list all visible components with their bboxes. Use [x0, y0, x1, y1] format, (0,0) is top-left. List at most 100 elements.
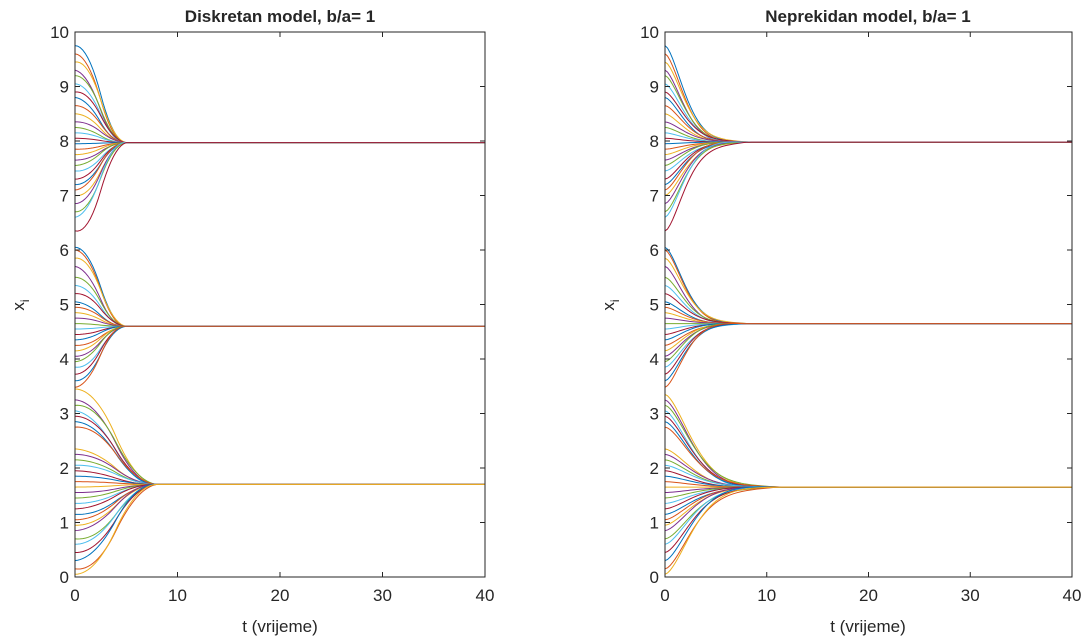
series-line — [74, 142, 485, 191]
series-line — [664, 91, 1072, 143]
y-tick-label: 3 — [60, 405, 69, 424]
series-line — [74, 142, 485, 156]
x-tick-label: 0 — [70, 586, 79, 605]
y-axis-label: xi — [599, 299, 622, 310]
series-line — [74, 142, 485, 186]
y-tick-label: 1 — [650, 514, 659, 533]
series-line — [664, 399, 1072, 488]
series-line — [664, 415, 1072, 488]
series-line — [74, 325, 485, 363]
x-tick-label: 20 — [859, 586, 878, 605]
series-line — [74, 142, 485, 167]
series-line — [74, 142, 485, 232]
series-line — [74, 69, 485, 144]
series-line — [664, 393, 1072, 488]
y-tick-label: 9 — [60, 78, 69, 97]
y-axis-label-main: x — [599, 302, 618, 311]
x-tick-label: 10 — [757, 586, 776, 605]
series-line — [664, 246, 1072, 325]
y-tick-label: 0 — [650, 568, 659, 587]
y-tick-label: 8 — [60, 132, 69, 151]
y-axis-label: xi — [9, 299, 32, 310]
series-line — [74, 325, 485, 368]
series-line — [74, 483, 485, 575]
series-line — [664, 96, 1072, 143]
series-line — [664, 53, 1072, 143]
y-tick-label: 3 — [650, 405, 659, 424]
series-line — [664, 323, 1072, 368]
y-tick-label: 7 — [650, 187, 659, 206]
series-line — [664, 141, 1072, 161]
x-tick-label: 0 — [660, 586, 669, 605]
series-line — [74, 257, 485, 327]
series-line — [664, 141, 1072, 191]
series-line — [664, 141, 1072, 205]
series-line — [664, 410, 1072, 489]
series-line — [74, 246, 485, 327]
series-line — [664, 141, 1072, 213]
series-line — [664, 45, 1072, 143]
series-line — [664, 323, 1072, 346]
series-line — [664, 486, 1072, 575]
series-layer — [74, 45, 485, 575]
series-line — [74, 132, 485, 144]
series-line — [74, 312, 485, 327]
series-line — [664, 486, 1072, 570]
x-axis-label: t (vrijeme) — [242, 617, 318, 636]
y-tick-label: 4 — [650, 350, 659, 369]
series-line — [74, 483, 485, 570]
series-line — [74, 325, 485, 388]
y-axis-label-subscript: i — [608, 299, 622, 302]
series-line — [664, 323, 1072, 341]
series-line — [74, 142, 485, 197]
series-line — [74, 325, 485, 375]
series-line — [74, 483, 485, 510]
series-line — [74, 142, 485, 180]
x-tick-label: 40 — [476, 586, 495, 605]
series-line — [664, 322, 1072, 388]
chart-title: Neprekidan model, b/a= 1 — [765, 7, 971, 26]
series-line — [74, 404, 485, 485]
series-line — [74, 325, 485, 357]
x-tick-label: 10 — [168, 586, 187, 605]
series-line — [664, 61, 1072, 143]
series-line — [664, 83, 1072, 143]
series-line — [664, 404, 1072, 488]
series-line — [74, 453, 485, 485]
series-line — [664, 276, 1072, 325]
series-line — [74, 142, 485, 161]
series-line — [74, 142, 485, 213]
y-tick-label: 5 — [650, 296, 659, 315]
y-tick-label: 2 — [650, 459, 659, 478]
series-line — [74, 301, 485, 327]
series-line — [74, 75, 485, 144]
series-line — [664, 141, 1072, 196]
series-line — [74, 325, 485, 352]
series-line — [664, 293, 1072, 325]
series-line — [664, 141, 1072, 180]
y-tick-label: 10 — [50, 23, 69, 42]
series-line — [74, 53, 485, 144]
series-line — [664, 284, 1072, 325]
series-line — [74, 142, 485, 172]
series-line — [74, 105, 485, 144]
y-tick-label: 5 — [60, 296, 69, 315]
series-line — [74, 96, 485, 144]
y-tick-label: 6 — [60, 241, 69, 260]
chart-panel-discrete: Diskretan model, b/a= 1 0 10 20 30 40 0 1 2 3 4 5 6… — [9, 7, 494, 636]
x-tick-label: 40 — [1063, 586, 1082, 605]
series-line — [664, 105, 1072, 143]
x-tick-label: 20 — [271, 586, 290, 605]
series-line — [74, 113, 485, 144]
series-line — [664, 323, 1072, 357]
ticks-layer: 0 10 20 30 40 0 1 2 3 4 5 6 7 8 9 10 — [640, 23, 1081, 605]
series-line — [74, 126, 485, 144]
series-line — [74, 265, 485, 327]
ticks-layer: 0 10 20 30 40 0 1 2 3 4 5 6 7 8 9 10 — [50, 23, 494, 605]
series-line — [74, 325, 485, 341]
series-line — [74, 249, 485, 327]
series-line — [664, 323, 1072, 352]
series-line — [74, 61, 485, 144]
series-line — [664, 301, 1072, 325]
